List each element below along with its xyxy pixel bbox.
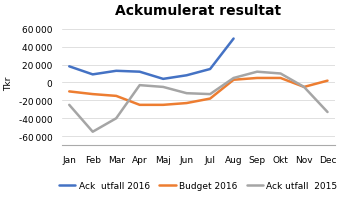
Budget 2016 <box>185 102 189 105</box>
Ack utfall  2015 <box>302 86 306 89</box>
Ack utfall  2015 <box>161 86 165 89</box>
Budget 2016 <box>325 80 330 82</box>
Line: Budget 2016: Budget 2016 <box>69 79 328 105</box>
Line: Ack utfall  2015: Ack utfall 2015 <box>69 72 328 132</box>
Budget 2016 <box>91 93 95 96</box>
Ack  utfall 2016 <box>67 66 71 68</box>
Y-axis label: Tkr: Tkr <box>4 76 13 90</box>
Ack  utfall 2016 <box>208 68 212 71</box>
Ack utfall  2015 <box>91 131 95 133</box>
Ack utfall  2015 <box>208 93 212 96</box>
Ack  utfall 2016 <box>91 74 95 76</box>
Ack  utfall 2016 <box>231 38 236 41</box>
Ack  utfall 2016 <box>185 75 189 77</box>
Legend: Ack  utfall 2016, Budget 2016, Ack utfall  2015: Ack utfall 2016, Budget 2016, Ack utfall… <box>56 177 341 194</box>
Ack utfall  2015 <box>138 84 142 87</box>
Budget 2016 <box>302 86 306 89</box>
Ack  utfall 2016 <box>114 70 118 73</box>
Ack utfall  2015 <box>325 111 330 114</box>
Ack  utfall 2016 <box>161 78 165 81</box>
Ack utfall  2015 <box>255 71 259 74</box>
Ack utfall  2015 <box>231 77 236 80</box>
Ack utfall  2015 <box>279 73 283 75</box>
Ack utfall  2015 <box>67 104 71 106</box>
Ack utfall  2015 <box>185 93 189 95</box>
Budget 2016 <box>255 77 259 80</box>
Budget 2016 <box>231 79 236 82</box>
Ack  utfall 2016 <box>138 71 142 74</box>
Budget 2016 <box>161 104 165 106</box>
Ack utfall  2015 <box>114 118 118 120</box>
Line: Ack  utfall 2016: Ack utfall 2016 <box>69 39 234 79</box>
Title: Ackumulerat resultat: Ackumulerat resultat <box>115 4 281 18</box>
Budget 2016 <box>138 104 142 106</box>
Budget 2016 <box>67 91 71 93</box>
Budget 2016 <box>114 95 118 98</box>
Budget 2016 <box>279 77 283 80</box>
Budget 2016 <box>208 98 212 100</box>
